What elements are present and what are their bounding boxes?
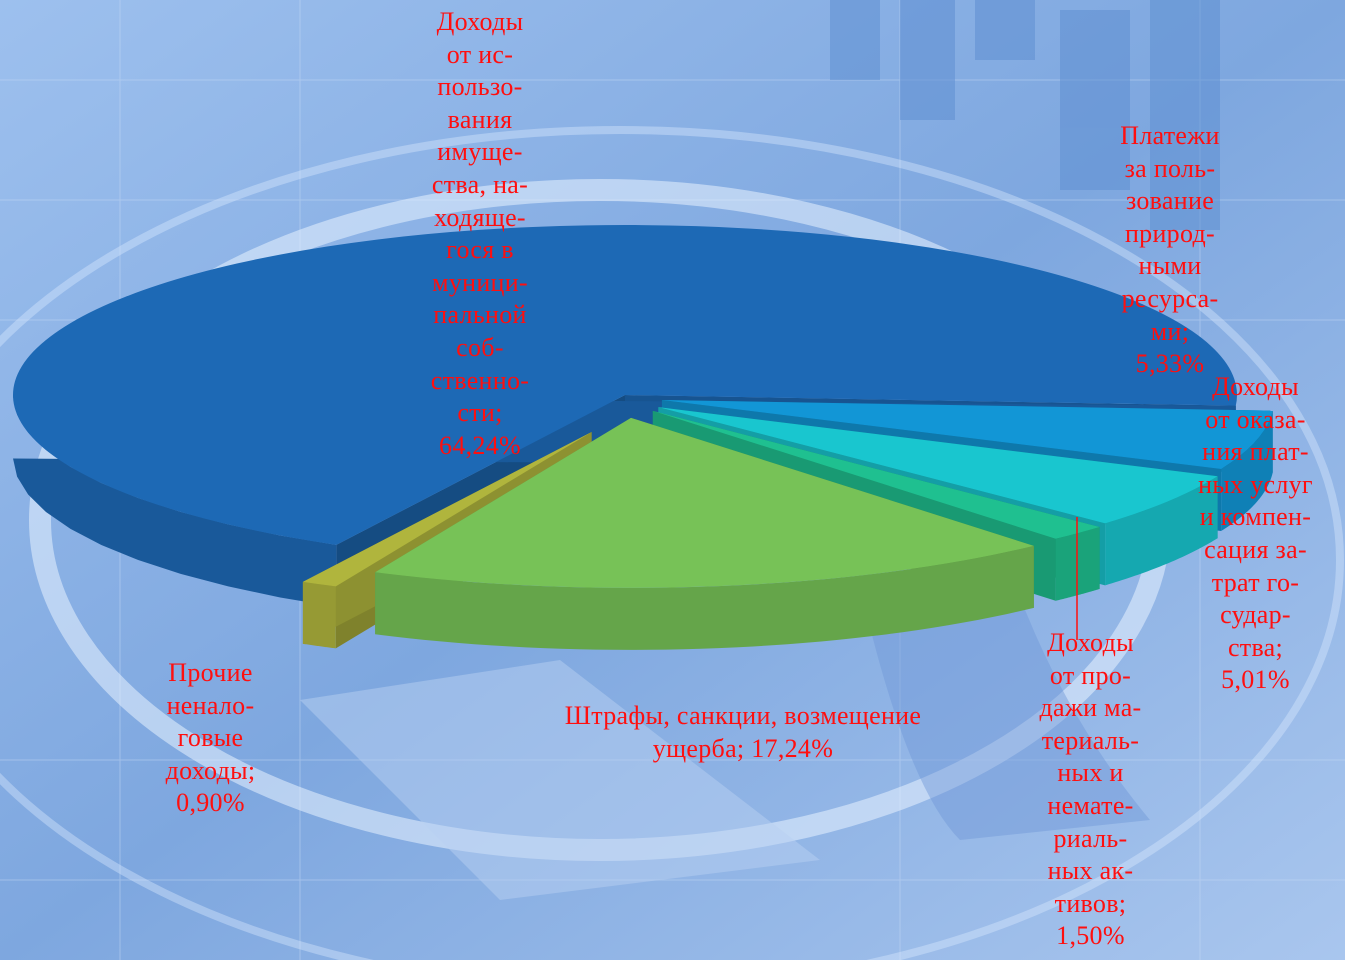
- slice-label-other: Прочие ненало- говые доходы; 0,90%: [165, 658, 256, 818]
- slice-side-natural-resources: [1221, 410, 1273, 532]
- slice-top-other: [302, 431, 592, 587]
- slice-top-municipal-property: [13, 225, 1238, 545]
- slice-label-municipal-property: Доходы от ис- пользо- вания имуще- ства,…: [430, 7, 530, 460]
- slice-label-fines: Штрафы, санкции, возмещение ущерба; 17,2…: [564, 701, 922, 763]
- slice-top-natural-resources: [661, 399, 1273, 470]
- slice-side-paid-services: [1105, 476, 1218, 586]
- slice-top-fines: [375, 417, 1034, 588]
- slice-side-other: [302, 581, 336, 649]
- slice-top-paid-services: [658, 407, 1218, 524]
- slice-label-paid-services: Доходы от оказа- ния плат- ных услуг и к…: [1198, 372, 1313, 695]
- slice-side-fines: [375, 545, 1034, 650]
- slice-label-natural-resources: Платежи за поль- зование природ- ными ре…: [1120, 121, 1220, 379]
- slice-top-asset-sales: [652, 410, 1100, 539]
- slice-label-asset-sales: Доходы от про- дажи ма- териаль- ных и н…: [1039, 628, 1142, 951]
